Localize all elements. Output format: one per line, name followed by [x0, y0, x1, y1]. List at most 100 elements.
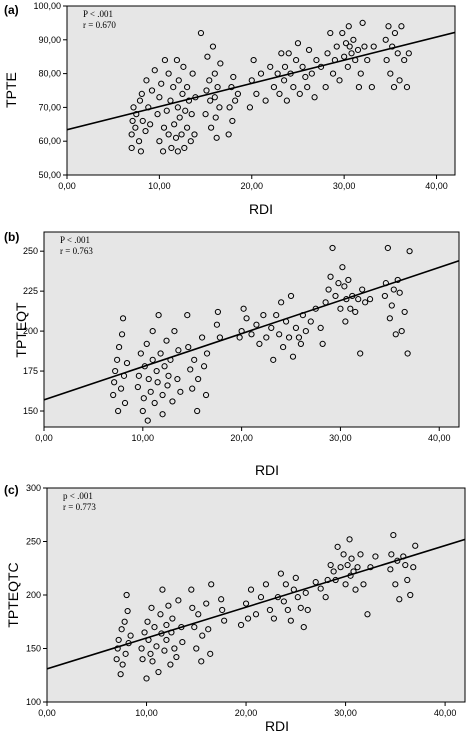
data-point [216, 334, 223, 341]
data-point [390, 286, 397, 293]
data-point [270, 356, 277, 363]
data-point [299, 312, 306, 319]
data-point [143, 340, 150, 347]
stat-text: r = 0.670 [83, 20, 116, 30]
data-point [149, 327, 156, 335]
data-point [407, 591, 414, 599]
data-point [284, 606, 291, 614]
data-point [403, 84, 411, 91]
data-point [174, 375, 181, 383]
data-point [225, 131, 232, 138]
data-point [336, 77, 343, 84]
data-point [123, 591, 130, 599]
data-point [185, 343, 192, 351]
data-point [165, 372, 172, 379]
data-point [348, 50, 355, 57]
data-point [212, 114, 219, 121]
data-point [262, 97, 269, 104]
data-point [237, 621, 245, 629]
data-point [280, 343, 287, 351]
y-axis-label: TPTEQT [13, 302, 29, 358]
data-point [203, 600, 210, 607]
data-point [402, 561, 409, 569]
data-point [198, 334, 206, 341]
data-point [161, 363, 168, 370]
data-point [294, 594, 301, 601]
data-point [405, 50, 412, 57]
x-tick-label: 20,00 [230, 433, 253, 443]
data-point [128, 131, 135, 138]
data-point [274, 70, 281, 77]
data-point [304, 606, 311, 614]
data-point [177, 388, 184, 395]
data-point [253, 90, 260, 97]
data-point [293, 56, 300, 64]
y-tick-label: 300 [26, 483, 41, 493]
y-tick-label: 80,00 [38, 69, 61, 79]
data-point [189, 604, 196, 611]
data-point [163, 636, 170, 644]
data-point [270, 84, 278, 91]
data-point [232, 97, 239, 104]
data-point [368, 84, 375, 91]
data-point [361, 43, 368, 50]
data-point [238, 327, 245, 335]
data-point [312, 579, 319, 586]
data-point [155, 668, 162, 676]
data-point [156, 138, 163, 145]
y-tick-label: 150 [23, 406, 38, 416]
data-point [185, 97, 193, 104]
data-point [170, 84, 177, 91]
data-point [331, 56, 339, 64]
data-point [169, 615, 176, 622]
data-point [134, 383, 141, 391]
data-point [339, 29, 346, 37]
data-point [252, 611, 260, 618]
data-point [325, 286, 332, 293]
data-point [341, 53, 348, 60]
data-point [334, 543, 341, 550]
data-point [188, 586, 195, 593]
data-point [158, 80, 165, 87]
panel-1: 0,00 10,00 20,00 30,00 40,00 50,00 60,00 70,00 8… [3, 1, 456, 217]
x-tick-label: 30,00 [333, 181, 356, 191]
data-point [216, 104, 223, 111]
data-point [143, 77, 150, 84]
data-point [171, 121, 178, 128]
data-point [156, 94, 163, 101]
stat-text: P < .001 [83, 9, 113, 19]
data-point [175, 597, 182, 604]
data-point [346, 43, 353, 50]
data-point [294, 40, 302, 47]
data-point [292, 574, 299, 581]
data-point [394, 557, 401, 564]
data-point [114, 356, 121, 363]
y-tick-label: 250 [26, 537, 41, 547]
data-point [171, 327, 178, 335]
data-point [111, 379, 118, 386]
data-point [174, 148, 181, 155]
data-point [398, 23, 405, 30]
data-point [133, 111, 140, 118]
data-point [123, 359, 131, 367]
data-point [142, 127, 149, 135]
data-point [221, 617, 228, 624]
data-point [302, 327, 309, 335]
data-point [276, 90, 283, 97]
data-point [329, 70, 337, 77]
data-point [333, 43, 340, 50]
data-point [240, 305, 247, 312]
data-point [329, 244, 336, 252]
panel-3: 0,00 10,00 20,00 30,00 40,00 100 150 200 250 300 p… [4, 483, 466, 734]
data-point [113, 656, 120, 663]
data-point [137, 350, 144, 357]
data-point [115, 636, 122, 644]
data-point [391, 29, 399, 37]
data-point [327, 29, 334, 37]
data-point [359, 19, 366, 26]
y-axis-label: TPTEQTC [5, 562, 21, 627]
data-point [157, 350, 164, 357]
data-point [346, 536, 353, 543]
x-tick-label: 30,00 [334, 708, 357, 718]
data-point [161, 56, 169, 64]
